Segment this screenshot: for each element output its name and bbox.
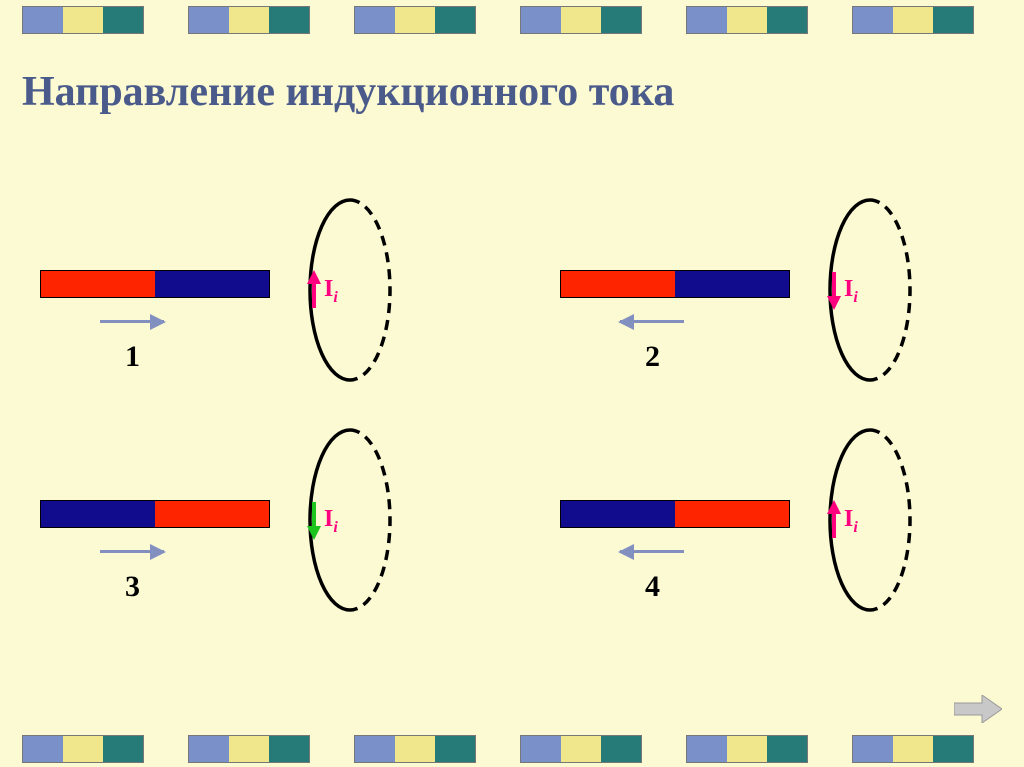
panel-number: 1 — [125, 340, 140, 374]
panel-1: 1 Ii — [40, 240, 460, 440]
border-segment — [520, 735, 642, 763]
border-segment — [354, 735, 476, 763]
border-segment — [686, 735, 808, 763]
border-segment — [188, 735, 310, 763]
current-label: Ii — [324, 276, 338, 307]
current-label: Ii — [324, 506, 338, 537]
motion-arrow — [620, 550, 684, 553]
border-segment — [852, 6, 974, 34]
border-segment — [520, 6, 642, 34]
current-arrow — [312, 502, 316, 536]
border-segment — [22, 6, 144, 34]
border-segment — [686, 6, 808, 34]
border-top — [0, 6, 1024, 32]
current-arrow — [312, 274, 316, 308]
motion-arrow — [100, 550, 164, 553]
next-slide-arrow[interactable] — [954, 695, 1002, 723]
motion-arrow — [100, 320, 164, 323]
motion-arrow — [620, 320, 684, 323]
current-label: Ii — [844, 276, 858, 307]
panel-number: 4 — [645, 570, 660, 604]
current-arrow — [832, 504, 836, 538]
magnet — [560, 270, 790, 298]
current-arrow — [832, 272, 836, 306]
slide: Направление индукционного тока 1 Ii 2 Ii 3 Ii… — [0, 0, 1024, 767]
border-segment — [22, 735, 144, 763]
border-segment — [354, 6, 476, 34]
panel-number: 3 — [125, 570, 140, 604]
panel-2: 2 Ii — [560, 240, 980, 440]
magnet — [40, 270, 270, 298]
border-bottom — [0, 735, 1024, 761]
title: Направление индукционного тока — [22, 68, 674, 116]
border-segment — [852, 735, 974, 763]
panel-number: 2 — [645, 340, 660, 374]
panel-3: 3 Ii — [40, 470, 460, 670]
current-label: Ii — [844, 506, 858, 537]
panel-4: 4 Ii — [560, 470, 980, 670]
magnet — [40, 500, 270, 528]
magnet — [560, 500, 790, 528]
border-segment — [188, 6, 310, 34]
